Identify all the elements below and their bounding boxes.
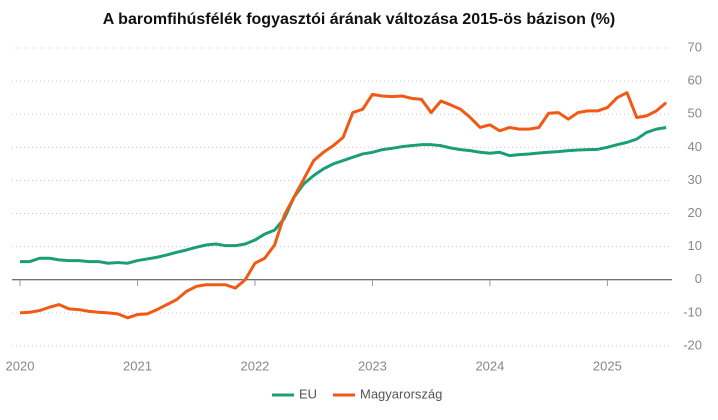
chart-title: A baromfihúsfélék fogyasztói árának vált… <box>103 11 615 28</box>
x-tick-label: 2025 <box>593 358 622 373</box>
y-tick-label: 0 <box>695 271 702 286</box>
x-tick-label: 2022 <box>240 358 269 373</box>
x-tick-label: 2021 <box>123 358 152 373</box>
x-tick-label: 2023 <box>358 358 387 373</box>
y-tick-label: 20 <box>688 205 702 220</box>
y-tick-label: -10 <box>683 304 702 319</box>
y-tick-label: 30 <box>688 172 702 187</box>
y-tick-label: 70 <box>688 39 702 54</box>
legend-label: EU <box>299 386 317 401</box>
legend-label: Magyarország <box>360 386 442 401</box>
series-line <box>20 125 667 265</box>
x-tick-label: 2024 <box>475 358 504 373</box>
x-tick-label: 2020 <box>6 358 35 373</box>
y-tick-label: 60 <box>688 73 702 88</box>
y-tick-label: 10 <box>688 238 702 253</box>
y-tick-label: -20 <box>683 337 702 352</box>
series-line <box>19 91 668 320</box>
y-tick-label: 40 <box>688 139 702 154</box>
y-tick-label: 50 <box>688 106 702 121</box>
